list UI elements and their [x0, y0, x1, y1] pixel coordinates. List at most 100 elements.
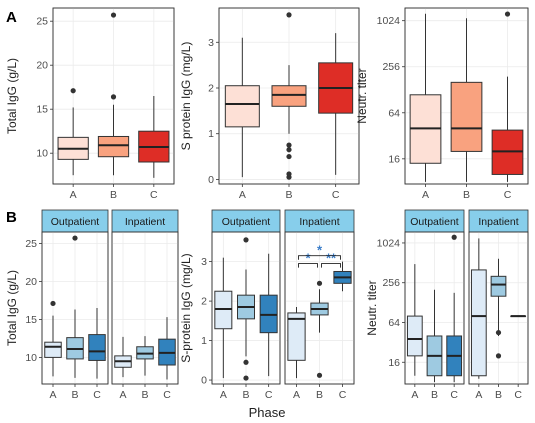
- chart-b2-outpatient-plot: 0 1 2 3 A B C: [201, 231, 281, 401]
- chart-b2-inpatient-significance-2-bracket: [298, 255, 341, 260]
- chart-a3-box-B-iqr: [450, 81, 483, 152]
- chart-b1-outpatient-ytick-label-2: 20: [25, 276, 37, 288]
- chart-b1-outpatient-box-C-iqr: [88, 334, 106, 361]
- chart-a1-xtick-label-A: A: [70, 189, 77, 201]
- chart-a2-box-B-outlier-1: [286, 171, 292, 177]
- chart-a3-box-C-outlier-0: [504, 11, 511, 17]
- chart-b2-outpatient-strip: Outpatient: [211, 209, 281, 233]
- chart-b2-inpatient-significance-0-label: *: [305, 251, 311, 266]
- chart-b3-inpatient-plot-border: [468, 231, 529, 385]
- chart-b3-inpatient-box-A-iqr: [470, 269, 487, 377]
- chart-b2-inpatient-plot-border: [284, 231, 355, 385]
- chart-b3-inpatient-box-B-iqr: [490, 275, 507, 297]
- chart-a2-xtick-label-B: B: [285, 189, 292, 201]
- chart-a1-box-B-outlier-0: [110, 94, 117, 100]
- chart-b2-outpatient-strip-label: Outpatient: [222, 216, 271, 228]
- chart-a2-ytick-label-2: 2: [208, 83, 214, 95]
- chart-a3-ytick-label-2: 256: [382, 61, 400, 73]
- chart-b2-outpatient-box-B-outlier-1: [243, 359, 249, 365]
- chart-b2-inpatient-significance-1-label: **: [326, 251, 337, 266]
- chart-b3-inpatient-xtick-label-C: C: [514, 389, 522, 401]
- chart-a3-plot-border: [404, 7, 529, 185]
- chart-b1-outpatient-xtick-label-A: A: [49, 389, 56, 401]
- chart-b3-inpatient-xtick-label-B: B: [495, 389, 502, 401]
- chart-b2-outpatient-ytick-label-2: 2: [201, 296, 207, 308]
- chart-a1-ytick-label-3: 25: [36, 16, 48, 28]
- chart-b3-outpatient-xtick-label-B: B: [431, 389, 438, 401]
- chart-a1-xtick-label-C: C: [150, 189, 158, 201]
- chart-b1-outpatient-plot: 10 15 20 25 A B C: [25, 231, 109, 401]
- chart-b1-outpatient-ytick-label-1: 15: [25, 314, 37, 326]
- chart-a1-box-B-outlier-1: [110, 12, 117, 18]
- chart-b1-inpatient-strip: Inpatient: [111, 209, 179, 233]
- chart-a2-box-B-outlier-4: [286, 142, 292, 148]
- chart-b2-inpatient-xtick-label-A: A: [293, 389, 300, 401]
- chart-b2-outpatient-xtick-label-B: B: [242, 389, 249, 401]
- chart-a3-xtick-label-A: A: [422, 189, 429, 201]
- chart-b2-y-axis-title: S-protein IgG (mg/L): [179, 253, 193, 362]
- chart-b2-inpatient-box-B-outlier-1: [316, 280, 323, 286]
- chart-b2-inpatient-significance-2-label: *: [317, 243, 323, 258]
- chart-a1-xtick-label-B: B: [110, 189, 117, 201]
- chart-b1-outpatient-strip-label: Outpatient: [51, 216, 100, 228]
- shared-x-axis-label: Phase: [249, 405, 286, 420]
- chart-a2-box-B-outlier-5: [286, 12, 292, 18]
- chart-a2-y-axis-title: S protein IgG (mg/L): [179, 42, 193, 151]
- chart-a1-ytick-label-2: 20: [36, 60, 48, 72]
- chart-b1-outpatient-plot-border: [41, 231, 109, 385]
- chart-b3-y-axis-title: Neutr. titer: [365, 280, 379, 335]
- chart-b3-outpatient-xtick-label-C: C: [450, 389, 458, 401]
- chart-b2-outpatient-ytick-label-0: 0: [201, 375, 207, 387]
- chart-b2-outpatient-ytick-label-1: 1: [201, 335, 207, 347]
- chart-b3-outpatient-ytick-label-0: 16: [388, 357, 400, 369]
- panel-label-a: A: [6, 9, 17, 26]
- panel-label-b: B: [6, 209, 17, 226]
- chart-b2-inpatient-strip-label: Inpatient: [299, 216, 339, 228]
- chart-a3-ytick-label-0: 16: [388, 153, 400, 165]
- chart-b1-outpatient-box-B-outlier-0: [72, 235, 78, 241]
- chart-b2-inpatient-significance-0-bracket: [298, 263, 318, 268]
- chart-b1-outpatient-xtick-label-B: B: [71, 389, 78, 401]
- chart-a1-ytick-label-0: 10: [36, 148, 48, 160]
- chart-a1-y-axis-title: Total IgG (g/L): [5, 58, 19, 134]
- chart-b1-outpatient-strip: Outpatient: [41, 209, 109, 233]
- chart-b3-outpatient-plot: 16 64 256 1024 A B C: [377, 231, 465, 401]
- chart-b3-inpatient-xtick-label-A: A: [475, 389, 482, 401]
- chart-b2-inpatient-box-A-iqr: [287, 312, 306, 361]
- chart-b1-inpatient-xtick-label-C: C: [163, 389, 171, 401]
- chart-b3-outpatient-xtick-label-A: A: [411, 389, 418, 401]
- chart-b3-inpatient-box-B-outlier-0: [495, 353, 502, 359]
- chart-b3-outpatient-box-A-iqr: [406, 315, 423, 357]
- chart-a2-ytick-label-3: 3: [208, 37, 214, 49]
- chart-a2-ytick-label-0: 0: [208, 174, 214, 186]
- chart-b1-outpatient-ytick-label-0: 10: [25, 352, 37, 364]
- chart-b2-inpatient-box-B-outlier-0: [316, 372, 323, 378]
- chart-b1-outpatient-xtick-label-C: C: [93, 389, 101, 401]
- chart-b1-inpatient-xtick-label-B: B: [141, 389, 148, 401]
- chart-b3-outpatient-ytick-label-2: 256: [382, 277, 400, 289]
- chart-a2-box-B-iqr: [271, 85, 307, 107]
- chart-b3-outpatient-ytick-label-1: 64: [388, 317, 400, 329]
- chart-b2-inpatient-xtick-label-B: B: [316, 389, 323, 401]
- chart-b2-outpatient-plot-border: [211, 231, 281, 385]
- chart-b2-outpatient-box-B-outlier-2: [243, 237, 249, 243]
- chart-b2-outpatient-ytick-label-3: 3: [201, 256, 207, 268]
- chart-b3-inpatient-box-B-outlier-1: [495, 329, 502, 336]
- chart-a2-ytick-label-1: 1: [208, 128, 214, 140]
- chart-a3-xtick-label-B: B: [463, 189, 470, 201]
- chart-a1-ytick-label-1: 15: [36, 104, 48, 116]
- chart-a2-box-A-iqr: [224, 85, 260, 128]
- chart-a2-box-B-outlier-3: [286, 147, 292, 153]
- chart-a1-plot-border: [52, 7, 175, 185]
- chart-a3-ytick-label-3: 1024: [377, 15, 401, 27]
- chart-b2-inpatient-significance-1-bracket: [321, 263, 341, 268]
- chart-b1-outpatient-ytick-label-3: 25: [25, 238, 37, 250]
- chart-b3-outpatient-box-C-outlier-0: [451, 234, 457, 240]
- chart-a2-xtick-label-A: A: [239, 189, 246, 201]
- chart-b2-inpatient-xtick-label-C: C: [339, 389, 347, 401]
- chart-b1-inpatient-plot: A B C: [111, 231, 179, 401]
- chart-b2-inpatient-plot: A B C* ***: [284, 231, 355, 401]
- chart-b3-inpatient-strip: Inpatient: [468, 209, 529, 233]
